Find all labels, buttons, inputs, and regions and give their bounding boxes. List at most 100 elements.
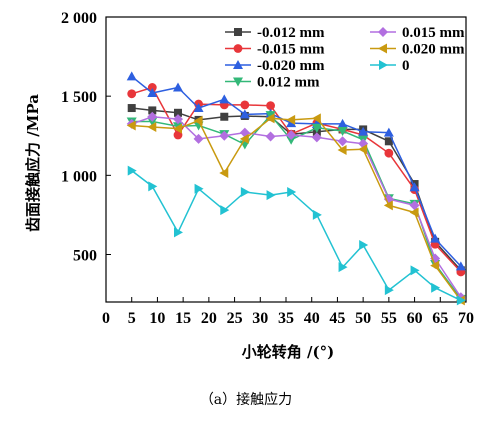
legend-marker: [233, 60, 243, 69]
data-point: [173, 82, 183, 92]
legend-label: 0.020 mm: [402, 42, 465, 58]
data-point: [266, 190, 276, 201]
legend-marker: [234, 28, 242, 36]
data-point: [456, 295, 466, 306]
x-tick-label: 0: [102, 310, 110, 327]
data-point: [338, 262, 348, 273]
data-point: [312, 209, 322, 220]
x-tick-label: 35: [278, 310, 294, 327]
data-point: [239, 109, 250, 119]
data-point: [174, 227, 183, 238]
x-tick-label: 25: [227, 310, 243, 327]
data-point: [193, 103, 204, 113]
legend-item: 0.015 mm: [370, 25, 465, 41]
data-point: [286, 129, 297, 140]
series-4: [126, 111, 466, 303]
legend-label: -0.020 mm: [257, 58, 325, 74]
data-point: [127, 165, 137, 176]
data-point: [219, 167, 229, 178]
data-point: [194, 183, 204, 194]
data-point: [431, 282, 441, 293]
data-point: [239, 133, 249, 144]
data-point: [265, 131, 276, 142]
data-point: [127, 89, 137, 99]
x-axis-title: 小轮转角 /(°): [242, 343, 334, 361]
x-tick-label: 65: [432, 310, 448, 327]
data-point: [193, 115, 203, 126]
legend-label: -0.012 mm: [257, 25, 325, 41]
x-tick-label: 70: [458, 310, 474, 327]
data-point: [384, 285, 394, 296]
x-tick-label: 30: [252, 310, 268, 327]
data-point: [265, 113, 275, 124]
data-point: [383, 127, 394, 137]
data-point: [409, 200, 420, 211]
data-point: [311, 132, 322, 143]
series-2: [126, 71, 466, 271]
legend-item: -0.020 mm: [225, 58, 325, 74]
y-tick-label: 2 000: [61, 10, 97, 27]
series-6: [127, 165, 466, 306]
series-5: [126, 113, 465, 306]
data-point: [337, 136, 348, 147]
x-tick-label: 50: [355, 310, 371, 327]
legend-item: 0: [370, 58, 410, 74]
data-point: [174, 108, 182, 117]
plot-area: 0 5 10 15 20 25 30 35 40 45 50 55 60 65 70 500 1 000 1 50…: [61, 10, 474, 327]
data-point: [311, 113, 321, 124]
x-tick-label: 15: [175, 310, 191, 327]
data-point: [147, 88, 158, 97]
data-point: [126, 71, 137, 81]
data-point: [384, 148, 394, 158]
legend-marker: [378, 27, 388, 37]
legend-item: -0.012 mm: [225, 25, 325, 41]
legend-marker: [233, 77, 243, 87]
legend-label: 0.012 mm: [257, 75, 320, 91]
legend-marker: [378, 43, 387, 54]
data-point: [147, 122, 157, 133]
series-line: [131, 75, 462, 267]
x-tick-label: 45: [329, 310, 345, 327]
svg-text:齿面接触应力 /MPa: 齿面接触应力 /MPa: [24, 94, 42, 232]
data-point: [358, 144, 368, 155]
data-point: [286, 135, 297, 145]
data-point: [240, 100, 250, 110]
chart: 齿面接触应力 /MPa 小轮转角 /(°) 0 5 10 15 20 25 30 35 40 45…: [24, 10, 474, 361]
data-point: [220, 205, 230, 216]
data-point: [148, 181, 158, 192]
data-point: [147, 83, 157, 92]
data-point: [126, 120, 136, 131]
data-point: [240, 186, 250, 197]
data-point: [409, 207, 419, 218]
x-tick-label: 60: [407, 310, 423, 327]
legend-item: -0.015 mm: [225, 42, 325, 58]
x-tick-label: 20: [201, 310, 217, 327]
legend-item: 0.020 mm: [370, 42, 465, 58]
data-point: [455, 261, 466, 271]
legend-item: 0.012 mm: [225, 75, 320, 91]
data-point: [266, 101, 275, 111]
legend-marker: [233, 44, 243, 53]
y-tick-label: 1 000: [61, 168, 97, 185]
data-point: [173, 130, 183, 140]
legend-label: 0.015 mm: [402, 25, 465, 41]
x-tick-label: 10: [149, 310, 165, 327]
x-tick-label: 55: [381, 310, 397, 327]
data-point: [287, 186, 297, 197]
data-point: [337, 127, 348, 136]
data-point: [286, 114, 296, 125]
data-point: [359, 240, 369, 250]
y-axis-title: 齿面接触应力 /MPa: [24, 94, 42, 232]
data-point: [219, 94, 230, 104]
data-point: [173, 123, 182, 134]
data-point: [219, 130, 230, 141]
data-point: [410, 265, 420, 276]
data-point: [127, 104, 136, 113]
data-point: [409, 182, 420, 192]
y-tick-label: 1 500: [61, 89, 97, 106]
data-point: [384, 137, 393, 146]
data-point: [148, 106, 157, 115]
y-tick-label: 500: [73, 248, 97, 265]
figure-caption: （a）接触应力: [199, 392, 293, 408]
data-point: [337, 118, 348, 128]
